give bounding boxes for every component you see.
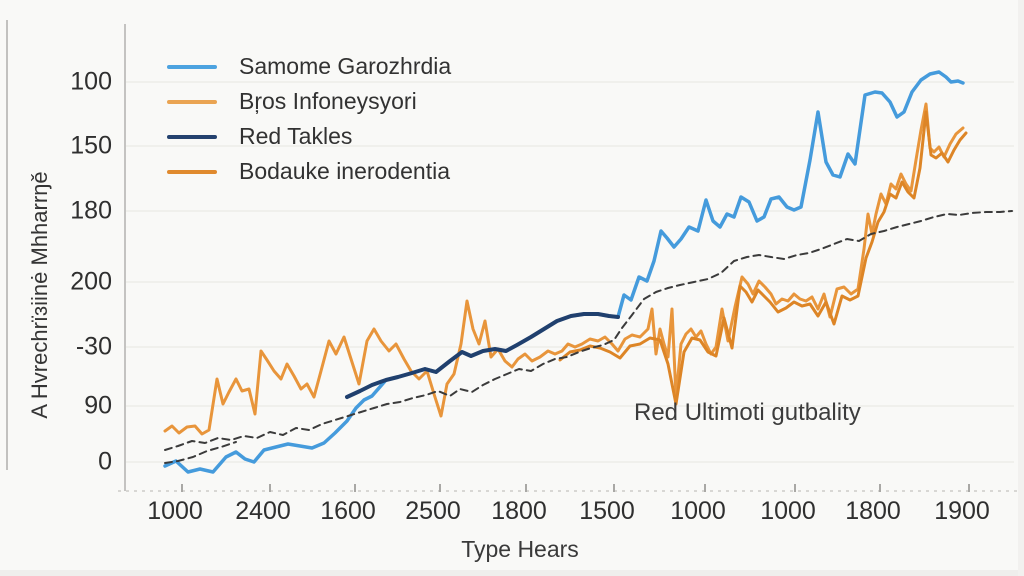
y-tick-label: 100 bbox=[70, 67, 112, 96]
legend-swatch bbox=[167, 99, 217, 104]
legend-swatch bbox=[167, 134, 217, 139]
x-tick-label: 1900 bbox=[934, 497, 990, 525]
legend-item: Bodauke inerodentia bbox=[167, 154, 451, 189]
series-line-red-takles bbox=[345, 312, 620, 399]
legend-label: Bodauke inerodentia bbox=[239, 158, 450, 184]
y-tick-label: 0 bbox=[98, 447, 112, 476]
series-line-bodauke-inerodentia bbox=[558, 110, 968, 406]
series-line-samome-garozhrdia bbox=[163, 70, 965, 474]
x-tick-label: 2500 bbox=[405, 497, 461, 525]
legend-item: Samome Garozhrdia bbox=[167, 49, 451, 84]
x-tick-label: 1800 bbox=[845, 497, 901, 525]
series-line-dashed-secondary-strand bbox=[164, 441, 237, 464]
x-tick-label: 1800 bbox=[491, 497, 547, 525]
legend-swatch bbox=[167, 169, 217, 174]
legend-item: Red Takles bbox=[167, 119, 451, 154]
y-tick-label: 150 bbox=[70, 131, 112, 160]
x-tick-label: 1500 bbox=[579, 497, 635, 525]
y-tick-label: 180 bbox=[70, 196, 112, 225]
chart-legend: Samome Garozhrdia Bŗos Infoneysyori Red Ta… bbox=[167, 49, 451, 189]
legend-label: Bŗos Infoneysyori bbox=[239, 88, 417, 114]
series-line-bros-infoneysyori bbox=[163, 102, 965, 436]
chart-annotation: Red Ultimoti gutbality bbox=[634, 399, 861, 426]
legend-item: Bŗos Infoneysyori bbox=[167, 84, 451, 119]
y-tick-label: 200 bbox=[70, 267, 112, 296]
x-tick-label: 1600 bbox=[320, 497, 376, 525]
y-tick-label: 90 bbox=[84, 391, 112, 420]
y-tick-label: -30 bbox=[75, 332, 112, 361]
x-tick-label: 1000 bbox=[670, 497, 726, 525]
x-axis-title: Type Hears bbox=[461, 536, 579, 562]
y-axis-title: A Hvrechrïɜiinė Mhharrŋě bbox=[27, 171, 52, 419]
left-edge-line bbox=[6, 20, 8, 470]
bottom-edge-band bbox=[0, 570, 1024, 576]
x-tick-label: 1000 bbox=[760, 497, 816, 525]
x-tick-label: 1000 bbox=[147, 497, 203, 525]
x-tick-label: 2400 bbox=[235, 497, 291, 525]
series-line-dashed-reference-line bbox=[164, 210, 1013, 451]
right-edge-band bbox=[1018, 0, 1024, 576]
legend-label: Samome Garozhrdia bbox=[239, 53, 452, 79]
legend-label: Red Takles bbox=[239, 123, 353, 149]
legend-swatch bbox=[167, 64, 217, 69]
